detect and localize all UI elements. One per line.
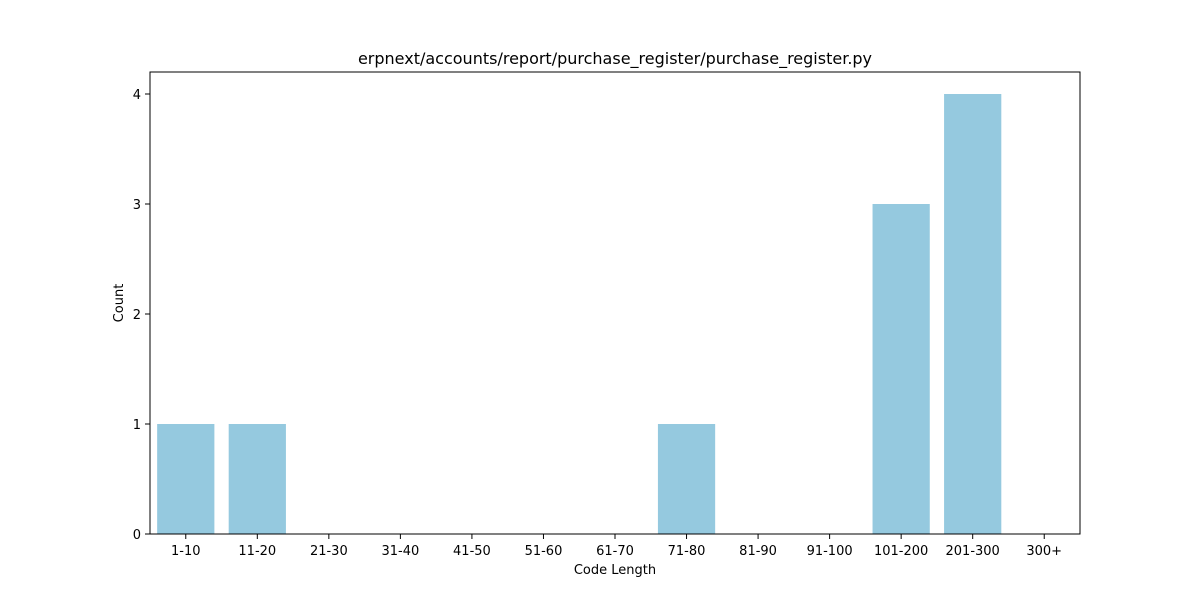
x-tick-label: 61-70 bbox=[596, 544, 634, 559]
x-tick-label: 91-100 bbox=[807, 544, 853, 559]
chart-title: erpnext/accounts/report/purchase_registe… bbox=[358, 49, 872, 69]
bar-1-10 bbox=[157, 424, 215, 534]
x-tick-label: 81-90 bbox=[739, 544, 777, 559]
x-tick-label: 11-20 bbox=[238, 544, 276, 559]
x-tick-label: 1-10 bbox=[171, 544, 201, 559]
x-tick-label: 71-80 bbox=[668, 544, 706, 559]
x-tick-label: 51-60 bbox=[525, 544, 563, 559]
y-tick-label: 3 bbox=[133, 198, 141, 213]
y-axis-ticks: 0 1 2 3 4 bbox=[133, 88, 150, 543]
x-tick-label: 21-30 bbox=[310, 544, 348, 559]
y-axis-label: Count bbox=[112, 284, 127, 323]
x-tick-label: 101-200 bbox=[874, 544, 928, 559]
x-axis-label: Code Length bbox=[574, 563, 656, 578]
bar-101-200 bbox=[872, 204, 930, 534]
bar-71-80 bbox=[657, 424, 716, 534]
x-tick-label: 31-40 bbox=[381, 544, 419, 559]
y-tick-label: 2 bbox=[133, 308, 141, 323]
x-tick-label: 201-300 bbox=[946, 544, 1000, 559]
bar-11-20 bbox=[228, 424, 286, 534]
bar-201-300 bbox=[944, 94, 1002, 534]
x-tick-label: 300+ bbox=[1026, 544, 1062, 559]
plot-frame bbox=[149, 71, 1081, 535]
x-axis-ticks: 1-10 11-20 21-30 31-40 41-50 51-60 61-70 71-80 8… bbox=[171, 534, 1062, 559]
x-tick-label: 41-50 bbox=[453, 544, 491, 559]
y-tick-label: 1 bbox=[133, 418, 141, 433]
y-tick-label: 4 bbox=[133, 88, 141, 103]
y-tick-label: 0 bbox=[133, 528, 141, 543]
bars-group bbox=[157, 94, 1002, 534]
